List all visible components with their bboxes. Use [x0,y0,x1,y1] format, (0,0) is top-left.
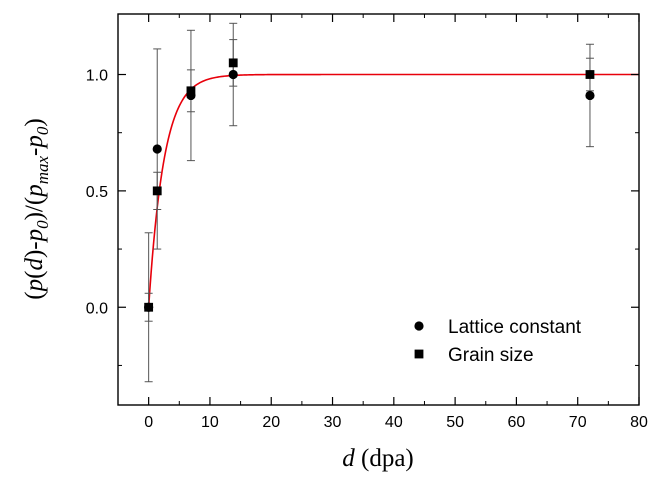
data-point-square [152,186,162,196]
x-tick-label: 70 [569,414,587,431]
x-tick-label: 0 [144,414,153,431]
x-tick-label: 80 [630,414,648,431]
data-point-square [144,302,154,312]
x-axis-title-variable: d [342,445,355,472]
plot-frame [117,13,640,406]
legend-marker-square [414,349,424,359]
y-axis-title-part: ( [21,291,48,299]
x-axis-title-unit: (dpa) [355,445,414,472]
y-axis-title-part: max [33,156,52,185]
y-axis-title-part: d [21,258,48,271]
data-point-square [186,86,196,96]
y-axis-title-part: p [21,279,48,294]
x-tick-label: 30 [324,414,342,431]
y-tick-label: 0.0 [86,300,108,317]
y-axis-title-part: 0 [33,126,52,135]
y-axis-title-part: ( [21,271,48,279]
legend-marker-circle [414,321,424,331]
data-point-circle [228,69,238,80]
y-tick-label: 1.0 [86,68,108,85]
data-point-square [585,70,595,79]
x-tick-label: 10 [201,414,219,431]
x-tick-label: 40 [385,414,403,431]
x-tick-label: 50 [446,414,464,431]
data-point-square [228,58,238,68]
y-axis-title-part: p [21,229,48,244]
x-axis-title: d (dpa) [342,445,414,472]
fit-curve [147,73,639,308]
y-axis-title: (p(d)-p0)/(pmax-p0) [21,118,52,299]
y-axis-title-part: )- [21,241,48,258]
y-axis-title-part: p [21,135,48,150]
legend: Lattice constant Grain size [414,317,582,366]
legend-label: Grain size [448,345,534,366]
y-axis-title-part: )/( [21,197,48,221]
y-axis-title-part: ) [21,118,48,126]
legend-label: Lattice constant [448,317,582,338]
x-tick-label: 20 [262,414,280,431]
y-axis-title-part: p [21,184,48,199]
data-point-circle [585,90,595,101]
y-axis-title-part: - [21,148,48,156]
data-point-circle [152,144,162,154]
y-tick-label: 0.5 [86,184,108,201]
x-tick-label: 60 [508,414,526,431]
y-axis-title-part: 0 [33,220,52,229]
